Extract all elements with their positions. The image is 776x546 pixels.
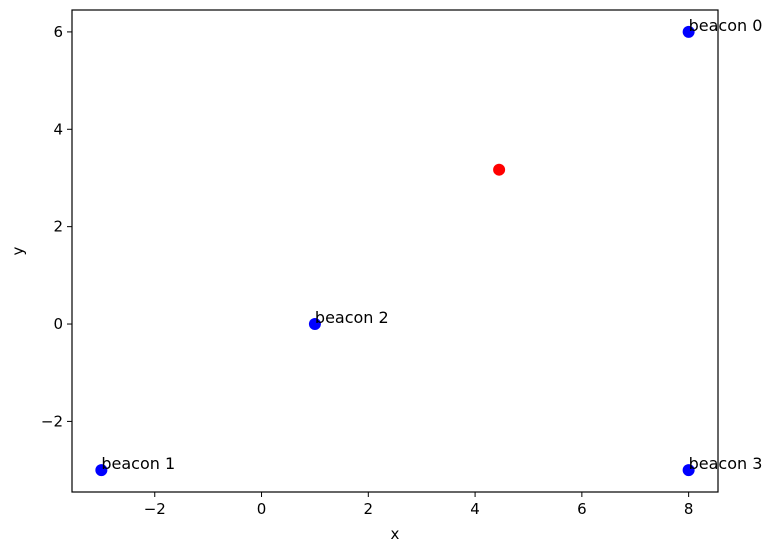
point-label: beacon 1 bbox=[101, 454, 175, 473]
x-tick-label: 2 bbox=[364, 500, 374, 518]
y-axis-ticks: −2 0 2 4 6 bbox=[41, 23, 72, 430]
x-axis-label: x bbox=[391, 525, 400, 543]
y-tick-label: 6 bbox=[53, 23, 63, 41]
data-point bbox=[682, 464, 695, 477]
data-point bbox=[95, 464, 108, 477]
y-tick-label: −2 bbox=[41, 412, 63, 430]
x-tick-label: 4 bbox=[470, 500, 480, 518]
data-points: beacon 0 beacon 1 beacon 2 beacon 3 bbox=[95, 16, 763, 477]
y-tick-label: 0 bbox=[53, 315, 63, 333]
data-point bbox=[308, 318, 321, 331]
point-label: beacon 2 bbox=[315, 308, 389, 327]
data-point bbox=[493, 163, 506, 176]
plot-frame bbox=[71, 9, 719, 493]
x-tick-label: −2 bbox=[144, 500, 166, 518]
x-tick-label: 8 bbox=[684, 500, 694, 518]
y-tick-label: 4 bbox=[53, 120, 63, 138]
point-label: beacon 3 bbox=[689, 454, 763, 473]
x-tick-label: 6 bbox=[577, 500, 587, 518]
data-point bbox=[682, 25, 695, 38]
y-axis-label: y bbox=[9, 246, 27, 255]
x-axis-ticks: −2 0 2 4 6 8 bbox=[144, 492, 694, 518]
y-tick-label: 2 bbox=[53, 218, 63, 236]
x-tick-label: 0 bbox=[257, 500, 267, 518]
point-label: beacon 0 bbox=[689, 16, 763, 35]
